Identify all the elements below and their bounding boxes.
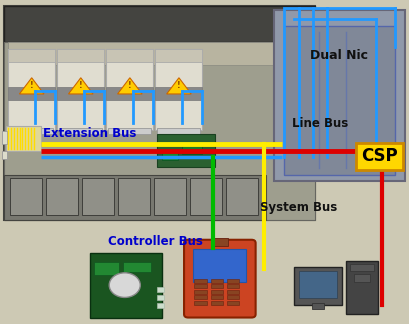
Bar bbox=[8, 42, 311, 65]
Bar bbox=[46, 178, 78, 215]
Polygon shape bbox=[167, 78, 191, 94]
Bar bbox=[274, 10, 405, 181]
Bar bbox=[312, 303, 324, 309]
Bar bbox=[299, 271, 337, 298]
Bar bbox=[6, 126, 41, 151]
Bar bbox=[211, 301, 223, 305]
Bar bbox=[226, 178, 258, 215]
Text: !: ! bbox=[128, 81, 132, 90]
Bar bbox=[106, 49, 153, 62]
Text: !: ! bbox=[30, 81, 34, 90]
Bar bbox=[227, 290, 239, 294]
Bar bbox=[157, 134, 215, 167]
Bar bbox=[211, 290, 223, 294]
Bar bbox=[57, 87, 104, 100]
Polygon shape bbox=[69, 78, 93, 94]
Polygon shape bbox=[118, 78, 142, 94]
Bar bbox=[57, 49, 104, 62]
Bar bbox=[284, 26, 395, 175]
Bar bbox=[350, 264, 374, 271]
Bar bbox=[118, 178, 150, 215]
Bar bbox=[155, 49, 202, 62]
Bar bbox=[2, 151, 7, 159]
FancyBboxPatch shape bbox=[184, 240, 256, 318]
Bar bbox=[4, 6, 315, 42]
Bar bbox=[108, 128, 151, 134]
Polygon shape bbox=[20, 78, 44, 94]
Bar bbox=[227, 301, 239, 305]
Bar bbox=[346, 261, 378, 314]
Bar bbox=[354, 274, 370, 282]
Bar bbox=[190, 178, 222, 215]
Bar bbox=[211, 284, 223, 288]
Bar bbox=[94, 262, 119, 275]
Text: !: ! bbox=[177, 81, 181, 90]
Circle shape bbox=[109, 273, 140, 297]
Bar bbox=[227, 284, 239, 288]
Bar bbox=[8, 49, 55, 62]
Bar bbox=[106, 87, 153, 100]
Text: System Bus: System Bus bbox=[260, 201, 337, 214]
Bar bbox=[162, 152, 178, 160]
Bar bbox=[157, 303, 164, 308]
Bar bbox=[4, 6, 315, 220]
Bar bbox=[356, 143, 403, 170]
Text: !: ! bbox=[79, 81, 83, 90]
Bar bbox=[155, 49, 202, 130]
Text: Dual Nic: Dual Nic bbox=[310, 49, 369, 62]
Bar bbox=[227, 279, 239, 283]
Bar bbox=[4, 42, 315, 220]
Bar bbox=[294, 267, 342, 305]
Bar bbox=[82, 178, 114, 215]
Bar bbox=[194, 284, 207, 288]
Text: Controller Bus: Controller Bus bbox=[108, 235, 203, 248]
Bar bbox=[4, 175, 266, 220]
Bar bbox=[157, 295, 164, 300]
Text: Line Bus: Line Bus bbox=[292, 117, 349, 130]
Bar bbox=[194, 290, 207, 294]
Bar bbox=[123, 262, 151, 272]
Bar bbox=[8, 87, 55, 100]
Text: Extension Bus: Extension Bus bbox=[43, 127, 136, 140]
Bar bbox=[193, 249, 246, 282]
Bar bbox=[106, 49, 153, 130]
Bar bbox=[194, 295, 207, 299]
Bar bbox=[90, 253, 162, 318]
Bar bbox=[154, 178, 186, 215]
Bar bbox=[10, 178, 42, 215]
Bar bbox=[157, 287, 164, 292]
Bar bbox=[194, 279, 207, 283]
Bar bbox=[211, 295, 223, 299]
Bar bbox=[10, 128, 53, 134]
Text: CSP: CSP bbox=[361, 147, 398, 165]
Bar bbox=[155, 87, 202, 100]
Bar bbox=[59, 128, 102, 134]
Bar bbox=[8, 49, 55, 130]
Bar bbox=[227, 295, 239, 299]
Bar bbox=[212, 238, 228, 246]
Bar bbox=[157, 128, 200, 134]
Bar bbox=[211, 279, 223, 283]
Bar bbox=[194, 301, 207, 305]
Bar bbox=[2, 131, 7, 144]
Bar bbox=[57, 49, 104, 130]
Bar bbox=[182, 144, 202, 154]
